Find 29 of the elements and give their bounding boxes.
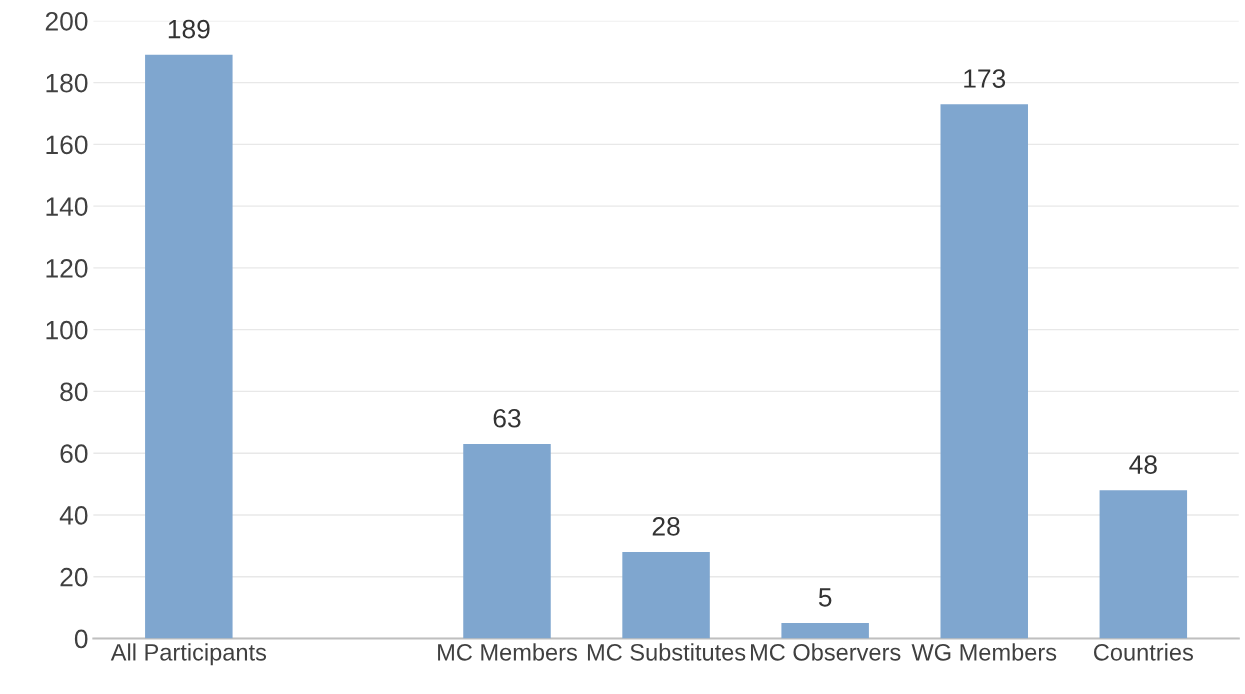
data-label: 5 xyxy=(818,588,832,607)
data-label: 63 xyxy=(493,408,521,428)
data-label: 28 xyxy=(652,516,680,536)
data-label: 48 xyxy=(1129,455,1157,474)
data-label: 173 xyxy=(964,69,1006,88)
y-tick-label: 20 xyxy=(60,567,88,587)
x-tick-label: WG Members xyxy=(911,643,1057,661)
y-tick-label: 120 xyxy=(46,259,88,278)
y-tick-label: 140 xyxy=(46,197,88,216)
bar xyxy=(940,104,1028,639)
bar xyxy=(1099,490,1188,639)
y-tick-label: 80 xyxy=(60,382,88,402)
bar xyxy=(781,623,869,639)
y-tick-label: 160 xyxy=(46,135,88,155)
x-tick-label: All Participants xyxy=(110,643,267,666)
y-tick-label: 0 xyxy=(74,629,88,649)
x-tick-label: MC Members xyxy=(438,643,577,661)
bar xyxy=(145,54,233,639)
bar xyxy=(463,443,551,639)
bar xyxy=(622,552,710,639)
y-tick-label: 180 xyxy=(46,73,88,93)
y-tick-label: 100 xyxy=(46,320,88,340)
x-tick-label: Countries xyxy=(1094,643,1193,661)
x-tick-label: MC Substitutes xyxy=(587,643,746,661)
y-tick-label: 200 xyxy=(45,11,88,31)
x-tick-label: MC Observers xyxy=(751,643,901,661)
data-label: 189 xyxy=(168,19,210,39)
y-tick-label: 60 xyxy=(60,444,88,463)
y-tick-label: 40 xyxy=(59,506,88,525)
